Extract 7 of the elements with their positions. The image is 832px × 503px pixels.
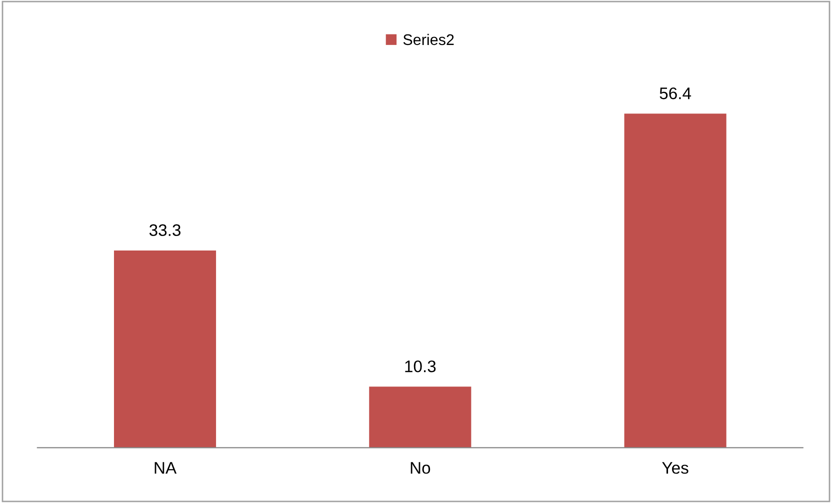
x-tick-label: Yes bbox=[662, 462, 688, 474]
data-label: 10.3 bbox=[405, 360, 436, 372]
x-tick-label: No bbox=[410, 462, 430, 474]
data-label: 33.3 bbox=[149, 224, 180, 236]
x-tick-label: NA bbox=[154, 462, 177, 474]
legend-label: Series2 bbox=[403, 34, 454, 46]
data-label: 56.4 bbox=[660, 87, 692, 100]
